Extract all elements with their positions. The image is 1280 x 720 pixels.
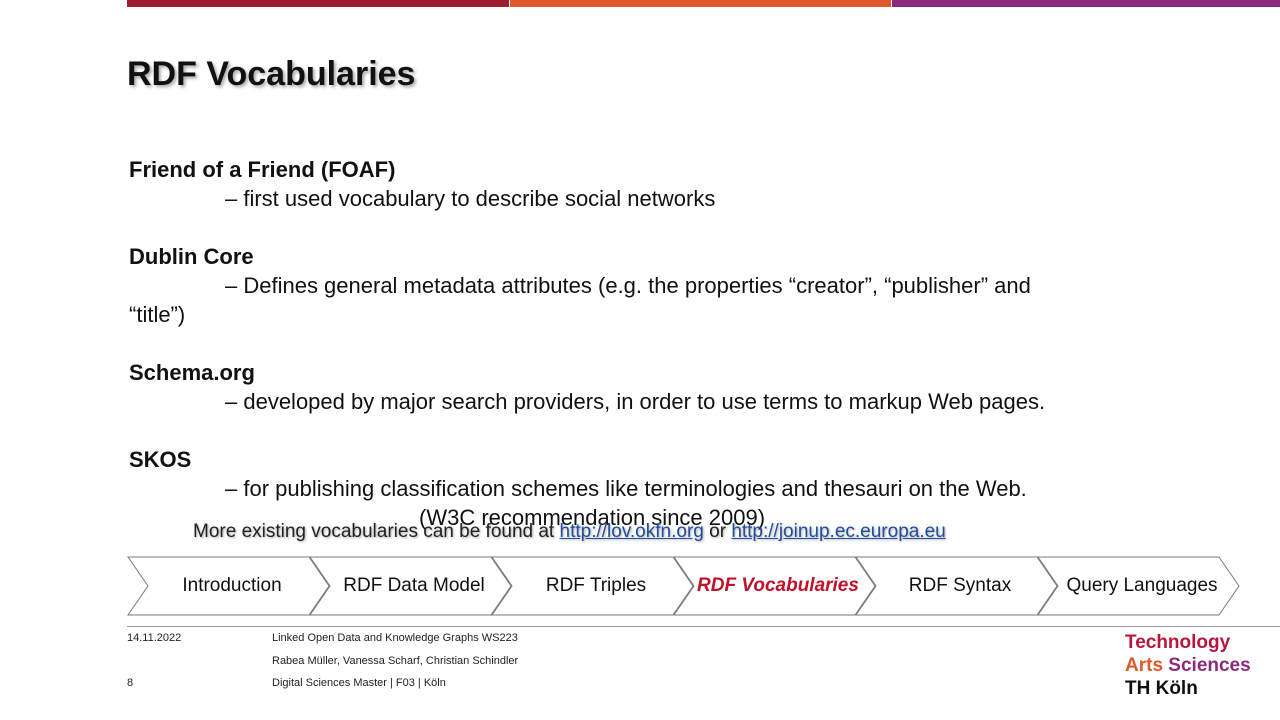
lov-link[interactable]: http://lov.okfn.org xyxy=(559,521,704,542)
logo-line-arts-sciences: Arts Sciences xyxy=(1125,654,1251,677)
nav-step-query-languages[interactable]: Query Languages xyxy=(1037,556,1240,616)
logo-word-sciences: Sciences xyxy=(1168,655,1251,676)
nav-step-rdf-triples[interactable]: RDF Triples xyxy=(491,556,694,616)
slide-title: RDF Vocabularies xyxy=(127,55,416,93)
more-vocabularies-note: More existing vocabularies can be found … xyxy=(193,521,946,543)
nav-step-rdf-vocabularies[interactable]: RDF Vocabularies xyxy=(673,556,876,616)
vocab-desc-dublin-core-cont: “title”) xyxy=(129,302,186,327)
vocab-desc-foaf: – first used vocabulary to describe soci… xyxy=(225,186,716,211)
vocab-name-skos: SKOS xyxy=(129,447,192,472)
top-bar-red xyxy=(127,0,509,7)
vocab-name-schema-org: Schema.org xyxy=(129,360,255,385)
vocabulary-list: Friend of a Friend (FOAF) – first used v… xyxy=(129,155,1139,532)
vocab-desc-dublin-core: – Defines general metadata attributes (e… xyxy=(225,273,1031,298)
nav-step-label: RDF Vocabularies xyxy=(697,575,859,596)
vocab-desc-schema-org: – developed by major search providers, i… xyxy=(225,389,1046,414)
logo-line-th-koeln: TH Köln xyxy=(1125,678,1198,699)
footer-date: 14.11.2022 xyxy=(127,632,182,644)
more-or: or xyxy=(709,521,727,542)
nav-step-label: RDF Syntax xyxy=(908,575,1012,596)
footer-department: Digital Sciences Master | F03 | Köln xyxy=(272,677,446,689)
footer-course: Linked Open Data and Knowledge Graphs WS… xyxy=(272,632,518,644)
footer-authors: Rabea Müller, Vanessa Scharf, Christian … xyxy=(272,655,519,667)
footer-divider xyxy=(127,626,1280,627)
vocab-name-foaf: Friend of a Friend (FOAF) xyxy=(129,157,396,182)
joinup-link[interactable]: http://joinup.ec.europa.eu xyxy=(731,521,946,542)
more-prefix: More existing vocabularies can be found … xyxy=(193,521,555,542)
progress-nav: Introduction RDF Data Model RDF Triples … xyxy=(127,556,1247,618)
top-bar-orange xyxy=(510,0,891,7)
logo-line-technology: Technology xyxy=(1125,632,1231,653)
nav-step-label: Introduction xyxy=(182,575,282,596)
nav-step-rdf-data-model[interactable]: RDF Data Model xyxy=(309,556,512,616)
vocab-desc-skos: – for publishing classification schemes … xyxy=(225,476,1027,501)
nav-step-introduction[interactable]: Introduction xyxy=(127,556,330,616)
top-bar-purple xyxy=(892,0,1280,7)
vocab-name-dublin-core: Dublin Core xyxy=(129,244,254,269)
nav-step-rdf-syntax[interactable]: RDF Syntax xyxy=(855,556,1058,616)
nav-step-label: RDF Triples xyxy=(545,575,647,596)
nav-step-label: RDF Data Model xyxy=(343,575,485,596)
page-number: 8 xyxy=(127,677,134,689)
th-koeln-logo: Technology Arts Sciences TH Köln xyxy=(1125,631,1251,700)
nav-step-label: Query Languages xyxy=(1066,575,1218,596)
vocab-desc-skos-cont: (W3C recommendation since 2009) xyxy=(419,505,766,530)
logo-word-arts: Arts xyxy=(1125,655,1164,676)
